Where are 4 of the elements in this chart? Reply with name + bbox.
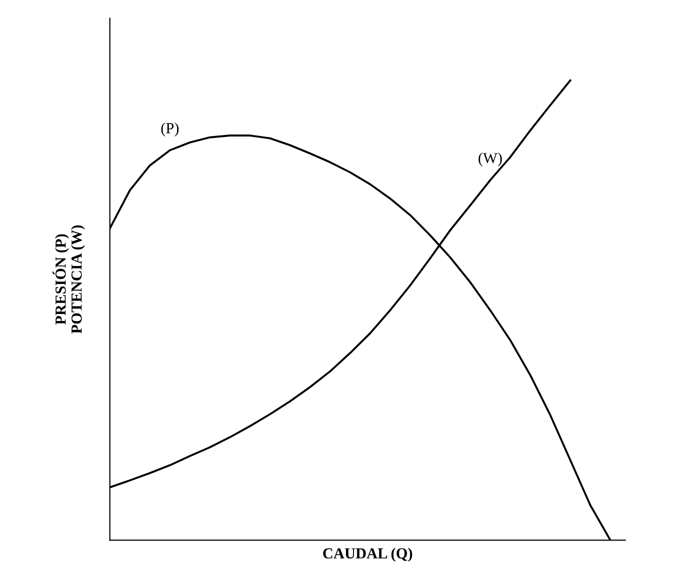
series-label: (P) — [161, 122, 179, 136]
y-axis-title: PRESIÓN (P) POTENCIA (W) — [52, 225, 85, 334]
series-label: (W) — [478, 152, 502, 166]
x-axis-title: CAUDAL (Q) — [323, 548, 412, 562]
